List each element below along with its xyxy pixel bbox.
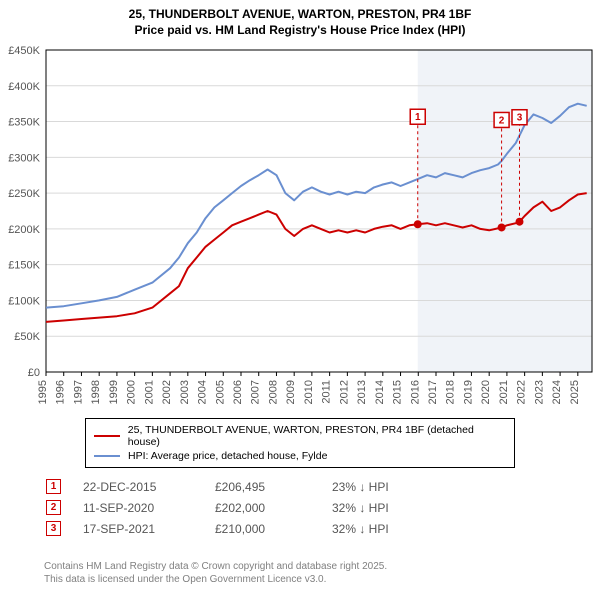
svg-text:2014: 2014 [374,380,386,404]
svg-text:£0: £0 [28,367,40,379]
svg-text:2020: 2020 [480,380,492,404]
legend-swatch [94,435,120,437]
event-table: 1 22-DEC-2015 £206,495 23% ↓ HPI 2 11-SE… [46,476,600,539]
event-badge: 1 [46,479,61,494]
legend-swatch [94,455,120,457]
event-row: 1 22-DEC-2015 £206,495 23% ↓ HPI [46,476,600,497]
chart-title: 25, THUNDERBOLT AVENUE, WARTON, PRESTON,… [0,0,600,38]
svg-text:£300K: £300K [8,153,40,165]
svg-text:2015: 2015 [392,380,404,404]
footer-attribution: Contains HM Land Registry data © Crown c… [44,560,387,586]
svg-text:2023: 2023 [533,380,545,404]
svg-text:£400K: £400K [8,81,40,93]
svg-text:2001: 2001 [143,380,155,404]
svg-text:1997: 1997 [72,380,84,404]
svg-text:2012: 2012 [338,380,350,404]
event-date: 22-DEC-2015 [83,480,193,494]
event-row: 2 11-SEP-2020 £202,000 32% ↓ HPI [46,497,600,518]
event-badge: 2 [46,500,61,515]
svg-text:1998: 1998 [90,380,102,404]
svg-text:£350K: £350K [8,117,40,129]
svg-text:£250K: £250K [8,188,40,200]
svg-text:2008: 2008 [267,380,279,404]
svg-text:£150K: £150K [8,260,40,272]
event-badge: 3 [46,521,61,536]
svg-text:2017: 2017 [427,380,439,404]
svg-text:£450K: £450K [8,45,40,57]
svg-text:2010: 2010 [303,380,315,404]
chart-area: £0 £50K £100K £150K £200K £250K £300K £350K £400… [0,42,600,412]
svg-text:2005: 2005 [214,380,226,404]
svg-text:2021: 2021 [498,380,510,404]
svg-text:2024: 2024 [551,380,563,404]
svg-text:2025: 2025 [569,380,581,404]
event-delta: 23% ↓ HPI [332,480,389,494]
svg-text:£50K: £50K [14,332,40,344]
line-chart: £0 £50K £100K £150K £200K £250K £300K £350K £400… [0,42,600,412]
legend-label: 25, THUNDERBOLT AVENUE, WARTON, PRESTON,… [128,424,506,448]
svg-text:£200K: £200K [8,224,40,236]
footer-line-2: This data is licensed under the Open Gov… [44,573,387,586]
svg-text:2016: 2016 [409,380,421,404]
svg-text:2006: 2006 [232,380,244,404]
legend-item: 25, THUNDERBOLT AVENUE, WARTON, PRESTON,… [94,423,506,449]
svg-text:2019: 2019 [462,380,474,404]
svg-text:3: 3 [517,113,523,124]
event-delta: 32% ↓ HPI [332,501,389,515]
event-price: £202,000 [215,501,310,515]
svg-text:2003: 2003 [179,380,191,404]
svg-text:£100K: £100K [8,296,40,308]
event-delta: 32% ↓ HPI [332,522,389,536]
title-line-2: Price paid vs. HM Land Registry's House … [0,22,600,38]
event-date: 17-SEP-2021 [83,522,193,536]
svg-text:1999: 1999 [108,380,120,404]
svg-text:1995: 1995 [37,380,49,404]
footer-line-1: Contains HM Land Registry data © Crown c… [44,560,387,573]
title-line-1: 25, THUNDERBOLT AVENUE, WARTON, PRESTON,… [0,6,600,22]
event-price: £210,000 [215,522,310,536]
svg-text:2002: 2002 [161,380,173,404]
svg-text:2000: 2000 [126,380,138,404]
svg-text:1: 1 [415,113,421,124]
svg-text:2: 2 [499,116,505,127]
svg-text:2022: 2022 [516,380,528,404]
legend-label: HPI: Average price, detached house, Fyld… [128,450,327,462]
svg-text:2007: 2007 [250,380,262,404]
legend: 25, THUNDERBOLT AVENUE, WARTON, PRESTON,… [85,418,515,468]
svg-text:1996: 1996 [55,380,67,404]
svg-text:2009: 2009 [285,380,297,404]
event-date: 11-SEP-2020 [83,501,193,515]
event-price: £206,495 [215,480,310,494]
svg-text:2011: 2011 [321,380,333,404]
svg-text:2013: 2013 [356,380,368,404]
svg-text:2018: 2018 [445,380,457,404]
svg-text:2004: 2004 [197,380,209,404]
event-row: 3 17-SEP-2021 £210,000 32% ↓ HPI [46,518,600,539]
legend-item: HPI: Average price, detached house, Fyld… [94,449,506,463]
